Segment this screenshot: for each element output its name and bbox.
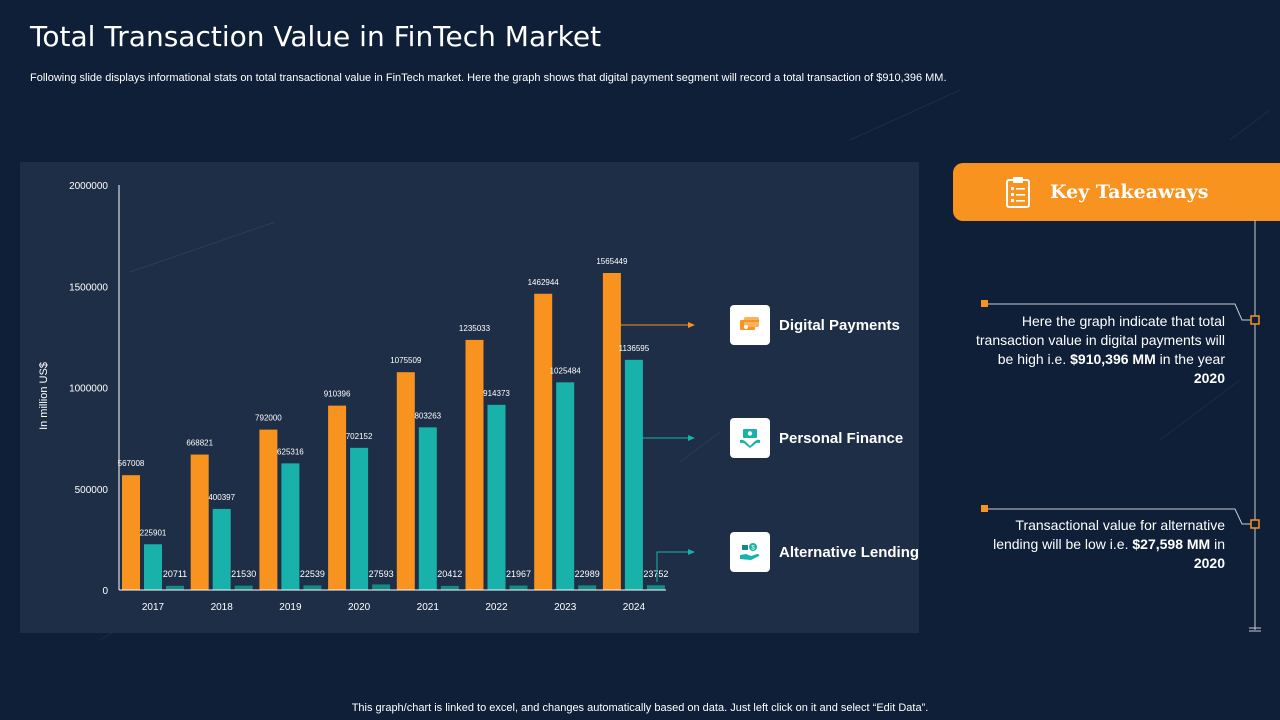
bar-alternative-lending [234, 585, 253, 590]
y-tick-label: 500000 [75, 485, 109, 496]
bar-digital-payments [602, 272, 621, 590]
y-axis-label: In million US$ [38, 362, 50, 430]
key-takeaways-title: Key Takeaways [1050, 181, 1209, 203]
data-label: 22989 [575, 569, 600, 579]
bar-digital-payments [328, 405, 347, 590]
data-label: 1025484 [550, 366, 582, 375]
legend-alternative-lending: $ Alternative Lending [730, 532, 919, 572]
x-tick-label: 2017 [142, 602, 165, 613]
legend-label: Personal Finance [779, 429, 904, 447]
takeaway-connectors [981, 220, 1261, 632]
x-tick-label: 2023 [554, 602, 577, 613]
page-title: Total Transaction Value in FinTech Marke… [30, 20, 602, 53]
takeaway-text: in [1210, 536, 1225, 552]
x-tick-label: 2021 [417, 602, 440, 613]
data-label: 225901 [140, 528, 167, 537]
data-label: 910396 [324, 390, 351, 399]
data-label: 20711 [163, 569, 187, 579]
y-tick-label: 2000000 [69, 181, 108, 192]
bar-alternative-lending [646, 585, 665, 590]
bar-alternative-lending [303, 585, 322, 590]
bar-chart: 567008 225901 20711 668821 400397 21530 792000… [38, 181, 721, 613]
svg-text:$: $ [751, 546, 755, 552]
y-tick-label: 0 [102, 586, 108, 597]
bar-personal-finance [144, 544, 162, 590]
chart-decoration-line [129, 221, 276, 273]
data-label: 1136595 [619, 344, 650, 353]
data-label: 1075509 [390, 356, 422, 365]
y-tick-label: 1000000 [69, 384, 108, 395]
page-subtitle: Following slide displays informational s… [30, 72, 947, 84]
bar-personal-finance [350, 447, 369, 590]
data-label: 792000 [255, 414, 282, 423]
legend-label: Digital Payments [779, 316, 900, 334]
bar-personal-finance [624, 359, 643, 590]
bar-alternative-lending [509, 585, 528, 590]
bar-digital-payments [122, 475, 140, 590]
takeaway-item-1: Here the graph indicate that total trans… [970, 312, 1225, 388]
wallet-card-icon [730, 305, 770, 345]
bar-digital-payments [396, 372, 415, 590]
key-takeaways-header: Key Takeaways [953, 163, 1280, 221]
data-label: 702152 [346, 432, 373, 441]
data-label: 1565449 [596, 257, 628, 266]
x-tick-label: 2020 [348, 602, 371, 613]
legend-connectors [620, 322, 695, 582]
data-label: 625316 [277, 447, 304, 456]
takeaway-year: 2020 [1193, 370, 1225, 386]
bar-personal-finance [418, 427, 437, 590]
x-tick-label: 2022 [485, 602, 508, 613]
data-label: 27593 [369, 569, 394, 579]
y-tick-label: 1500000 [69, 282, 108, 293]
bar-digital-payments [190, 454, 209, 590]
legend-personal-finance: Personal Finance [730, 418, 903, 458]
x-tick-label: 2019 [279, 602, 302, 613]
takeaway-item-2: Transactional value for alternative lend… [970, 516, 1225, 573]
takeaway-year: 2020 [1193, 555, 1225, 571]
legend-digital-payments: Digital Payments [730, 305, 900, 345]
bar-personal-finance [212, 508, 231, 590]
bar-alternative-lending [166, 585, 184, 590]
data-label: 668821 [186, 439, 213, 448]
bar-digital-payments [259, 429, 278, 590]
bar-alternative-lending [440, 585, 459, 590]
data-label: 20412 [437, 569, 462, 579]
takeaway-value: $27,598 MM [1132, 536, 1211, 552]
chart-panel: 567008 225901 20711 668821 400397 21530 792000… [20, 162, 919, 633]
data-label: 23752 [643, 569, 668, 579]
money-hands-icon [730, 418, 770, 458]
bar-digital-payments [465, 339, 484, 590]
bar-personal-finance [556, 382, 575, 590]
data-label: 22539 [300, 569, 325, 579]
data-label: 567008 [118, 459, 145, 468]
takeaway-text: in the year [1155, 351, 1225, 367]
x-tick-label: 2018 [211, 602, 234, 613]
chart-decoration-line [679, 431, 721, 463]
bar-alternative-lending [578, 585, 597, 590]
footer-note: This graph/chart is linked to excel, and… [351, 702, 929, 714]
data-label: 803263 [414, 411, 441, 420]
bar-personal-finance [487, 404, 506, 590]
bar-personal-finance [281, 463, 300, 590]
bar-alternative-lending [372, 584, 391, 590]
takeaway-text: Here the graph indicate that total trans… [975, 313, 1225, 367]
lending-hand-icon: $ [730, 532, 770, 572]
takeaway-value: $910,396 MM [1070, 351, 1156, 367]
data-label: 21530 [231, 569, 256, 579]
data-label: 1235033 [459, 324, 491, 333]
data-label: 400397 [208, 493, 235, 502]
clipboard-icon [1006, 177, 1030, 208]
data-label: 21967 [506, 569, 531, 579]
data-label: 914373 [483, 389, 510, 398]
bar-digital-payments [534, 293, 553, 590]
data-label: 1462944 [528, 278, 560, 287]
legend-label: Alternative Lending [779, 543, 920, 561]
takeaway-text: Transactional value for alternative lend… [993, 517, 1225, 552]
x-tick-label: 2024 [623, 602, 646, 613]
